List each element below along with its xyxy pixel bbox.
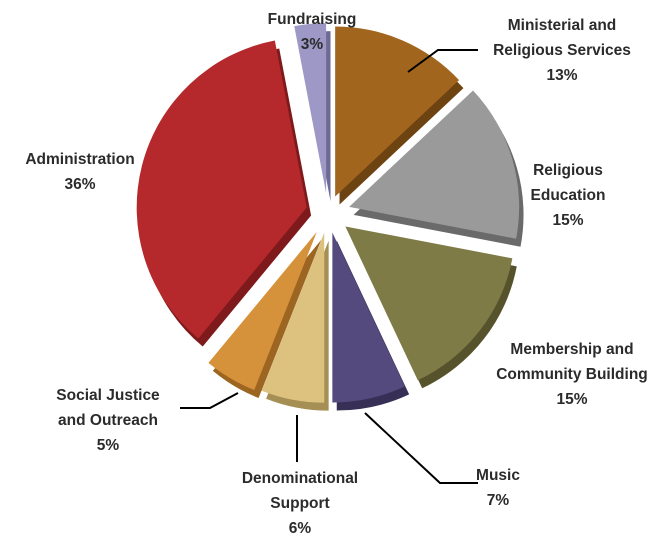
slice-social-justice-and-outreach-percent: 5% [97,437,120,454]
slice-membership-and-community-building-face [345,226,513,381]
slice-membership-and-community-building-label-line: Community Building [496,366,648,383]
slice-religious-education-label-line: Education [531,187,606,204]
slice-music-percent: 7% [487,492,510,509]
slice-music-label: Music 7% [476,467,520,509]
slice-ministerial-and-religious-services-label-line: Religious Services [493,42,631,59]
slice-administration [136,40,312,347]
slice-denominational-support-label-line: Support [270,495,329,512]
leader-lines [180,49,478,484]
slice-denominational-support [261,232,329,411]
slice-fundraising-label: Fundraising 3% [268,11,357,53]
slice-fundraising [294,23,331,202]
slice-music-leader-line [364,412,478,484]
slice-administration-label: Administration 36% [25,151,134,193]
slice-membership-and-community-building [345,226,517,389]
slice-administration-percent: 36% [64,176,95,193]
slice-social-justice-and-outreach-label-line: and Outreach [58,412,158,429]
slice-music [332,232,410,411]
slice-religious-education-label: Religious Education 15% [531,162,606,229]
slice-administration-label-line: Administration [25,151,134,168]
slice-membership-and-community-building-percent: 15% [556,391,587,408]
slice-religious-education-percent: 15% [552,212,583,229]
slice-social-justice-and-outreach-label: Social Justice and Outreach 5% [56,387,160,454]
slice-religious-education [349,90,524,247]
slice-social-justice-and-outreach-leader-line [180,392,239,409]
slice-fundraising-percent: 3% [301,36,324,53]
slice-religious-education-label-line: Religious [533,162,603,179]
slice-social-justice-and-outreach-label-line: Social Justice [56,387,160,404]
slice-ministerial-and-religious-services-label-line: Ministerial and [508,17,617,34]
slice-religious-education-face [349,90,520,239]
slice-denominational-support-label: Denominational Support 6% [242,470,358,537]
slice-ministerial-and-religious-services-label: Ministerial and Religious Services 13% [493,17,631,84]
slice-membership-and-community-building-label: Membership and Community Building 15% [496,341,648,408]
slice-social-justice-and-outreach-face [208,231,317,390]
slice-fundraising-face [294,23,327,194]
pie-slices [136,23,524,411]
slice-ministerial-and-religious-services [335,26,464,205]
slice-music-face [332,232,405,403]
slice-denominational-support-face [261,232,325,403]
slice-social-justice-and-outreach [208,231,322,398]
slice-ministerial-and-religious-services-percent: 13% [546,67,577,84]
slice-fundraising-label-line: Fundraising [268,11,357,28]
slice-music-label-line: Music [476,467,520,484]
slice-labels: Ministerial and Religious Services 13% Reli… [25,11,647,537]
slice-membership-and-community-building-label-line: Membership and [510,341,633,358]
slice-ministerial-and-religious-services-leader-line [407,49,478,73]
slice-ministerial-and-religious-services-face [335,26,460,197]
slice-denominational-support-label-line: Denominational [242,470,358,487]
slice-denominational-support-percent: 6% [289,520,312,537]
slice-administration-face [136,40,307,339]
